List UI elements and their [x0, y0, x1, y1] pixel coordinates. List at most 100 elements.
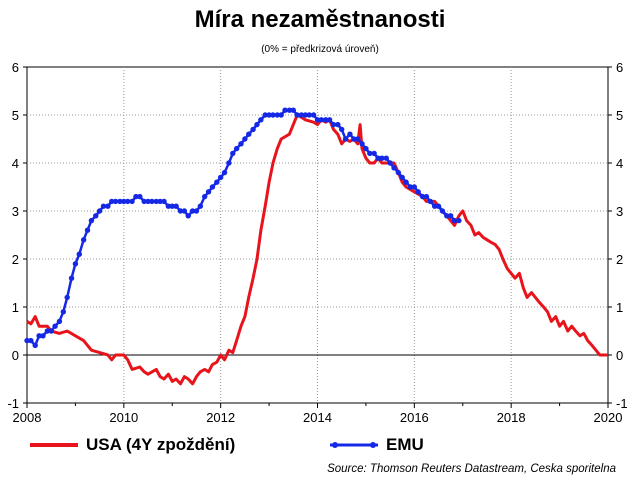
- data-point-emu: [60, 309, 67, 315]
- data-point-emu: [314, 117, 321, 123]
- data-point-emu: [233, 145, 240, 152]
- data-point-emu: [359, 141, 365, 147]
- y-tick-label-left: 2: [12, 252, 19, 267]
- data-point-emu: [201, 193, 208, 200]
- data-point-emu: [121, 198, 127, 205]
- data-point-emu: [335, 121, 341, 128]
- y-tick-label-left: 0: [12, 348, 19, 363]
- data-point-emu: [109, 198, 115, 205]
- data-point-emu: [290, 107, 296, 113]
- data-point-emu: [354, 136, 361, 142]
- data-point-emu: [209, 184, 216, 190]
- data-point-emu: [274, 112, 281, 118]
- y-tick-label-left: 3: [12, 204, 19, 219]
- data-point-emu: [197, 203, 204, 209]
- y-tick-label-left: 1: [12, 300, 19, 315]
- data-point-emu: [379, 155, 385, 161]
- data-point-emu: [93, 213, 99, 219]
- data-point-emu: [40, 333, 46, 339]
- data-point-emu: [24, 337, 30, 344]
- data-point-emu: [371, 150, 377, 157]
- data-point-emu: [310, 112, 317, 118]
- data-point-emu: [294, 112, 300, 118]
- legend-label-emu: EMU: [386, 435, 424, 454]
- y-tick-label-left: 6: [12, 60, 19, 75]
- data-point-emu: [181, 208, 188, 214]
- x-tick-label: 2016: [400, 410, 429, 425]
- legend-item-emu: EMU: [330, 432, 424, 458]
- data-point-emu: [56, 318, 63, 325]
- data-point-emu: [330, 121, 337, 128]
- data-point-emu: [306, 112, 312, 118]
- data-point-emu: [435, 203, 442, 209]
- data-point-emu: [246, 131, 252, 137]
- data-point-emu: [149, 198, 155, 205]
- data-point-emu: [266, 112, 272, 118]
- data-point-emu: [161, 198, 167, 205]
- data-point-emu: [262, 112, 268, 118]
- data-point-emu: [456, 217, 462, 224]
- data-point-emu: [363, 145, 369, 152]
- legend-swatch-emu: [330, 442, 378, 448]
- data-point-emu: [217, 174, 224, 181]
- legend-item-usa: USA (4Y zpoždění): [30, 432, 235, 458]
- data-point-emu: [254, 121, 260, 128]
- data-point-emu: [68, 275, 75, 281]
- data-point-emu: [375, 155, 381, 161]
- data-point-emu: [80, 237, 87, 243]
- data-point-emu: [145, 198, 151, 205]
- x-tick-label: 2020: [594, 410, 623, 425]
- data-point-emu: [238, 141, 244, 147]
- data-point-emu: [36, 333, 42, 339]
- data-point-emu: [226, 160, 232, 166]
- data-point-emu: [105, 203, 111, 209]
- data-point-emu: [342, 136, 349, 142]
- data-point-emu: [173, 203, 179, 209]
- data-point-emu: [242, 136, 248, 142]
- data-point-emu: [451, 217, 458, 224]
- chart-subtitle: (0% = předkrizová úroveň): [261, 44, 379, 55]
- data-point-emu: [177, 208, 184, 214]
- data-point-emu: [431, 203, 438, 209]
- data-point-emu: [230, 150, 236, 157]
- y-tick-label-left: 5: [12, 108, 19, 123]
- data-point-emu: [387, 160, 393, 166]
- data-point-emu: [391, 165, 397, 171]
- y-tick-label-right: -1: [616, 396, 628, 411]
- y-tick-label-right: 1: [616, 300, 623, 315]
- data-point-emu: [185, 213, 191, 219]
- data-point-emu: [258, 117, 264, 123]
- x-tick-label: 2012: [206, 410, 235, 425]
- data-point-emu: [169, 203, 175, 209]
- data-point-emu: [96, 208, 103, 214]
- data-point-emu: [76, 251, 82, 257]
- data-point-emu: [153, 198, 159, 205]
- data-point-emu: [298, 112, 305, 118]
- data-point-emu: [444, 213, 450, 219]
- data-point-emu: [52, 323, 58, 329]
- data-point-emu: [125, 198, 131, 205]
- y-tick-label-right: 0: [616, 348, 623, 363]
- y-tick-label-right: 5: [616, 108, 623, 123]
- chart-title: Míra nezaměstnanosti: [194, 6, 446, 33]
- data-point-emu: [112, 198, 119, 205]
- data-point-emu: [367, 150, 373, 157]
- data-point-emu: [411, 184, 418, 190]
- y-tick-label-right: 4: [616, 156, 623, 171]
- data-point-emu: [214, 179, 220, 185]
- legend-swatch-usa: [30, 443, 78, 447]
- data-point-emu: [129, 198, 135, 205]
- data-point-emu: [318, 117, 325, 123]
- data-point-emu: [383, 155, 389, 161]
- data-point-emu: [339, 126, 345, 133]
- y-tick-label-right: 2: [616, 252, 623, 267]
- data-point-emu: [403, 179, 409, 185]
- data-point-emu: [399, 174, 405, 181]
- y-tick-label-right: 6: [616, 60, 623, 75]
- x-tick-label: 2014: [303, 410, 332, 425]
- data-point-emu: [64, 294, 70, 301]
- x-tick-label: 2010: [109, 410, 138, 425]
- data-point-emu: [447, 213, 454, 219]
- data-point-emu: [165, 203, 172, 209]
